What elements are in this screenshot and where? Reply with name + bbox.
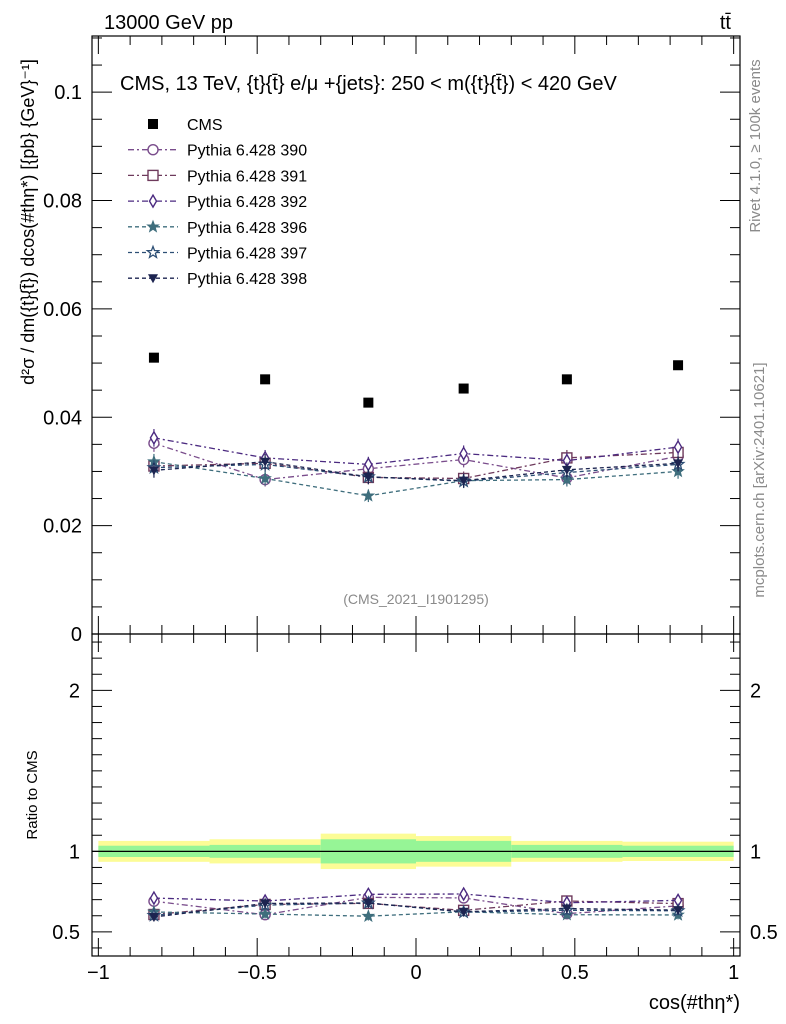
main-y-tick-label: 0.1 bbox=[54, 82, 82, 104]
mc-point bbox=[260, 457, 271, 467]
x-tick-label: 0.5 bbox=[561, 962, 589, 984]
legend: CMS Pythia 6.428 390 Pythia 6.428 391 Pythi… bbox=[128, 117, 307, 288]
ratio-point bbox=[673, 906, 684, 916]
ratio-point bbox=[258, 906, 272, 920]
mc-point bbox=[148, 466, 159, 476]
ratio-point bbox=[149, 890, 159, 906]
ratio-point bbox=[363, 899, 374, 909]
legend-marker bbox=[147, 143, 159, 156]
main-y-tick-label: 0.02 bbox=[43, 516, 82, 538]
ratio-point bbox=[459, 886, 468, 902]
mc-point bbox=[673, 439, 683, 455]
cms-data-point bbox=[260, 374, 271, 385]
main-y-tick-label: 0.08 bbox=[43, 191, 82, 213]
ratio-panel-frame bbox=[91, 633, 741, 957]
ratio-y-tick-label: 0.5 bbox=[52, 922, 80, 944]
cms-data-point bbox=[561, 374, 572, 385]
mc-point bbox=[363, 472, 374, 482]
ratio-point bbox=[561, 904, 572, 914]
ratio-y-tick-label: 2 bbox=[69, 680, 80, 702]
series-line-ratio bbox=[153, 893, 679, 904]
x-axis-label: cos(#thη*) bbox=[649, 992, 740, 1014]
ratio-y-tick-label-right: 1 bbox=[750, 841, 761, 863]
mc-point bbox=[361, 488, 376, 502]
legend-marker bbox=[148, 274, 158, 284]
ratio-uncertainty-bands bbox=[92, 833, 740, 870]
legend-entry-label: CMS bbox=[187, 117, 223, 134]
mc-point bbox=[149, 430, 159, 446]
mc-point bbox=[458, 476, 469, 486]
series-line-ratio bbox=[153, 902, 679, 917]
ratio-point bbox=[148, 913, 159, 923]
legend-entry-label: Pythia 6.428 390 bbox=[187, 143, 307, 160]
mcplots-source-label: mcplots.cern.ch [arXiv:2401.10621] bbox=[751, 362, 768, 597]
legend-entry-label: Pythia 6.428 392 bbox=[187, 194, 307, 211]
ratio-y-tick-label-right: 2 bbox=[750, 680, 761, 702]
rivet-version-label: Rivet 4.1.0, ≥ 100k events bbox=[747, 59, 764, 232]
legend-entry-label: Pythia 6.428 391 bbox=[187, 168, 307, 185]
series-line-ratio bbox=[153, 896, 679, 916]
series-line-main bbox=[153, 463, 679, 482]
mc-point bbox=[459, 446, 468, 461]
x-tick-label: 0 bbox=[410, 962, 421, 984]
legend-entry-label: Pythia 6.428 396 bbox=[187, 220, 307, 237]
chart-title: CMS, 13 TeV, {t}{t̄} e/μ +{jets}: 250 < … bbox=[120, 73, 618, 95]
cms-data-point bbox=[673, 360, 684, 371]
legend-entry-label: Pythia 6.428 397 bbox=[187, 246, 307, 263]
axis-ticks: −1 −0.5 0 0.5 1 0 0.02 0.04 0.06 0.08 0.1 0.5 0.5 1 1 2… bbox=[43, 36, 778, 984]
legend-marker bbox=[146, 219, 160, 233]
legend-marker bbox=[147, 169, 159, 182]
energy-label: 13000 GeV pp bbox=[104, 12, 233, 34]
data-series bbox=[146, 352, 686, 923]
ratio-point bbox=[260, 899, 271, 909]
ratio-point bbox=[458, 907, 469, 917]
legend-marker bbox=[148, 193, 158, 209]
series-line-ratio bbox=[153, 902, 679, 918]
x-tick-label: −0.5 bbox=[237, 962, 276, 984]
mc-point bbox=[673, 459, 684, 469]
cms-data-point bbox=[148, 352, 159, 363]
series-line-main bbox=[153, 437, 679, 466]
ratio-y-tick-label-right: 0.5 bbox=[750, 922, 778, 944]
cms-data-point bbox=[363, 397, 374, 408]
main-y-tick-label: 0 bbox=[71, 624, 82, 646]
series-line-main bbox=[153, 442, 679, 481]
series-line-main bbox=[153, 461, 679, 482]
main-y-axis-label: d²σ / dm({t}{t̄}) dcos(#thη*) [{pb} {GeV… bbox=[18, 59, 38, 385]
ratio-y-axis-label: Ratio to CMS bbox=[24, 750, 41, 839]
cms-data-point bbox=[458, 383, 469, 394]
ratio-point bbox=[361, 909, 376, 923]
ratio-y-tick-label: 1 bbox=[69, 841, 80, 863]
legend-marker bbox=[148, 119, 158, 129]
main-y-tick-label: 0.04 bbox=[43, 407, 82, 429]
analysis-watermark: (CMS_2021_I1901295) bbox=[343, 591, 489, 607]
series-line-main bbox=[153, 451, 679, 480]
x-tick-label: 1 bbox=[728, 962, 739, 984]
legend-entry-label: Pythia 6.428 398 bbox=[187, 271, 307, 288]
main-y-tick-label: 0.06 bbox=[43, 299, 82, 321]
legend-marker bbox=[145, 244, 161, 259]
process-label: tt̄ bbox=[720, 12, 732, 34]
mc-point bbox=[561, 465, 572, 475]
mc-point bbox=[258, 471, 272, 485]
series-line-main bbox=[153, 461, 679, 497]
x-tick-label: −1 bbox=[87, 962, 110, 984]
series-line-ratio bbox=[153, 911, 679, 917]
